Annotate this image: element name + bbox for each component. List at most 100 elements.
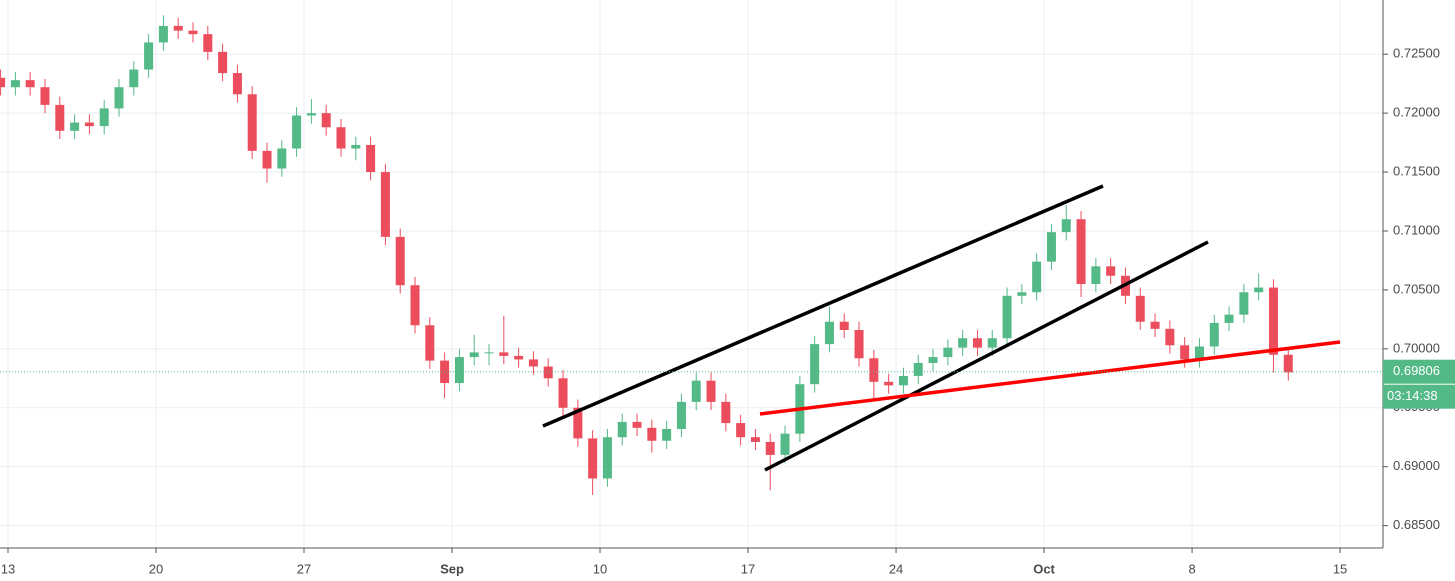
last-price-box: [1383, 359, 1455, 384]
candle-body: [602, 437, 612, 479]
candle-body: [158, 25, 168, 43]
candle-body: [1209, 322, 1219, 347]
y-tick-label: 0.72000: [1393, 105, 1440, 120]
candle-body: [292, 115, 302, 149]
candle-body: [839, 321, 849, 330]
candle-body: [366, 144, 376, 173]
x-tick-label: 17: [741, 561, 755, 576]
candle-body: [869, 358, 879, 382]
axis-labels: 0.685000.690000.695000.700000.705000.710…: [1, 46, 1440, 577]
y-tick-label: 0.71500: [1393, 163, 1440, 178]
countdown-box: [1383, 384, 1455, 409]
candle-body: [810, 344, 820, 385]
candle-body: [1194, 346, 1204, 360]
x-tick-label: 10: [593, 561, 607, 576]
candle-body: [617, 421, 627, 438]
candle-body: [765, 441, 775, 455]
candle-body: [203, 34, 213, 52]
candle-body: [1180, 345, 1190, 360]
candle-body: [1061, 219, 1071, 233]
candle-body: [70, 122, 80, 131]
x-tick-label: 8: [1188, 561, 1195, 576]
candle-body: [336, 127, 346, 149]
candle-body: [144, 42, 154, 70]
candle-body: [1002, 295, 1012, 339]
candle-body: [958, 338, 968, 348]
candle-body: [410, 285, 420, 326]
candle-body: [588, 438, 598, 479]
candle-body: [395, 236, 405, 286]
candle-body: [987, 338, 997, 348]
candle-body: [1106, 266, 1116, 276]
candle-body: [277, 148, 287, 169]
candle-body: [1076, 219, 1086, 285]
candle-body: [736, 423, 746, 438]
y-tick-label: 0.70500: [1393, 281, 1440, 296]
candle-body: [173, 25, 183, 31]
candle-body: [1254, 287, 1264, 293]
candle-body: [1091, 266, 1101, 285]
y-tick-label: 0.70000: [1393, 340, 1440, 355]
candle-body: [543, 366, 553, 379]
candle-body: [0, 77, 6, 88]
candle-body: [1239, 292, 1249, 315]
candle-body: [1017, 292, 1027, 296]
candle-body: [632, 421, 642, 428]
candle-body: [780, 433, 790, 455]
channel-upper: [542, 184, 1104, 428]
candle-body: [247, 94, 257, 151]
candle-body: [898, 375, 908, 386]
countdown-label: 03:14:38: [1387, 388, 1438, 403]
candle-body: [928, 357, 938, 363]
candle-body: [647, 427, 657, 441]
candle-body: [40, 87, 50, 105]
y-tick-label: 0.68500: [1393, 517, 1440, 532]
x-tick-label: 27: [297, 561, 311, 576]
candle-body: [514, 355, 524, 360]
candle-body: [943, 347, 953, 358]
candle-body: [114, 87, 124, 109]
candle-body: [484, 352, 494, 354]
candle-body: [1150, 321, 1160, 329]
candle-body: [129, 69, 139, 88]
candle-body: [99, 108, 109, 127]
candle-body: [1032, 261, 1042, 293]
candle-body: [1283, 354, 1293, 373]
x-tick-label: 24: [889, 561, 903, 576]
candle-body: [454, 357, 464, 384]
candle-body: [528, 359, 538, 367]
candle-body: [854, 329, 864, 359]
candle-body: [721, 401, 731, 424]
x-tick-label: Sep: [440, 561, 464, 576]
candle-body: [750, 437, 760, 442]
candle-body: [380, 172, 390, 237]
candle-body: [25, 80, 35, 88]
last-price-label: 0.69806: [1393, 363, 1440, 378]
grid: [0, 0, 1383, 548]
candle-body: [824, 321, 834, 345]
candle-body: [676, 401, 686, 429]
candle-body: [691, 380, 701, 402]
channel-lower: [764, 240, 1209, 472]
candle-body: [499, 352, 509, 356]
y-tick-label: 0.69000: [1393, 458, 1440, 473]
candle-body: [232, 73, 242, 95]
candle-body: [913, 362, 923, 376]
candle-body: [55, 104, 65, 131]
candle-body: [306, 113, 316, 116]
candle-body: [706, 380, 716, 402]
candle-body: [972, 338, 982, 348]
trend-lines: [542, 184, 1341, 472]
candle-body: [1165, 328, 1175, 346]
candle-body: [321, 113, 331, 128]
candles: [0, 15, 1293, 495]
candle-body: [558, 378, 568, 408]
candle-body: [1224, 314, 1234, 323]
candle-body: [188, 30, 198, 35]
candle-body: [10, 80, 20, 88]
candle-body: [1046, 232, 1056, 262]
x-tick-label: 20: [149, 561, 163, 576]
candle-body: [1268, 287, 1278, 355]
candle-body: [218, 51, 228, 74]
